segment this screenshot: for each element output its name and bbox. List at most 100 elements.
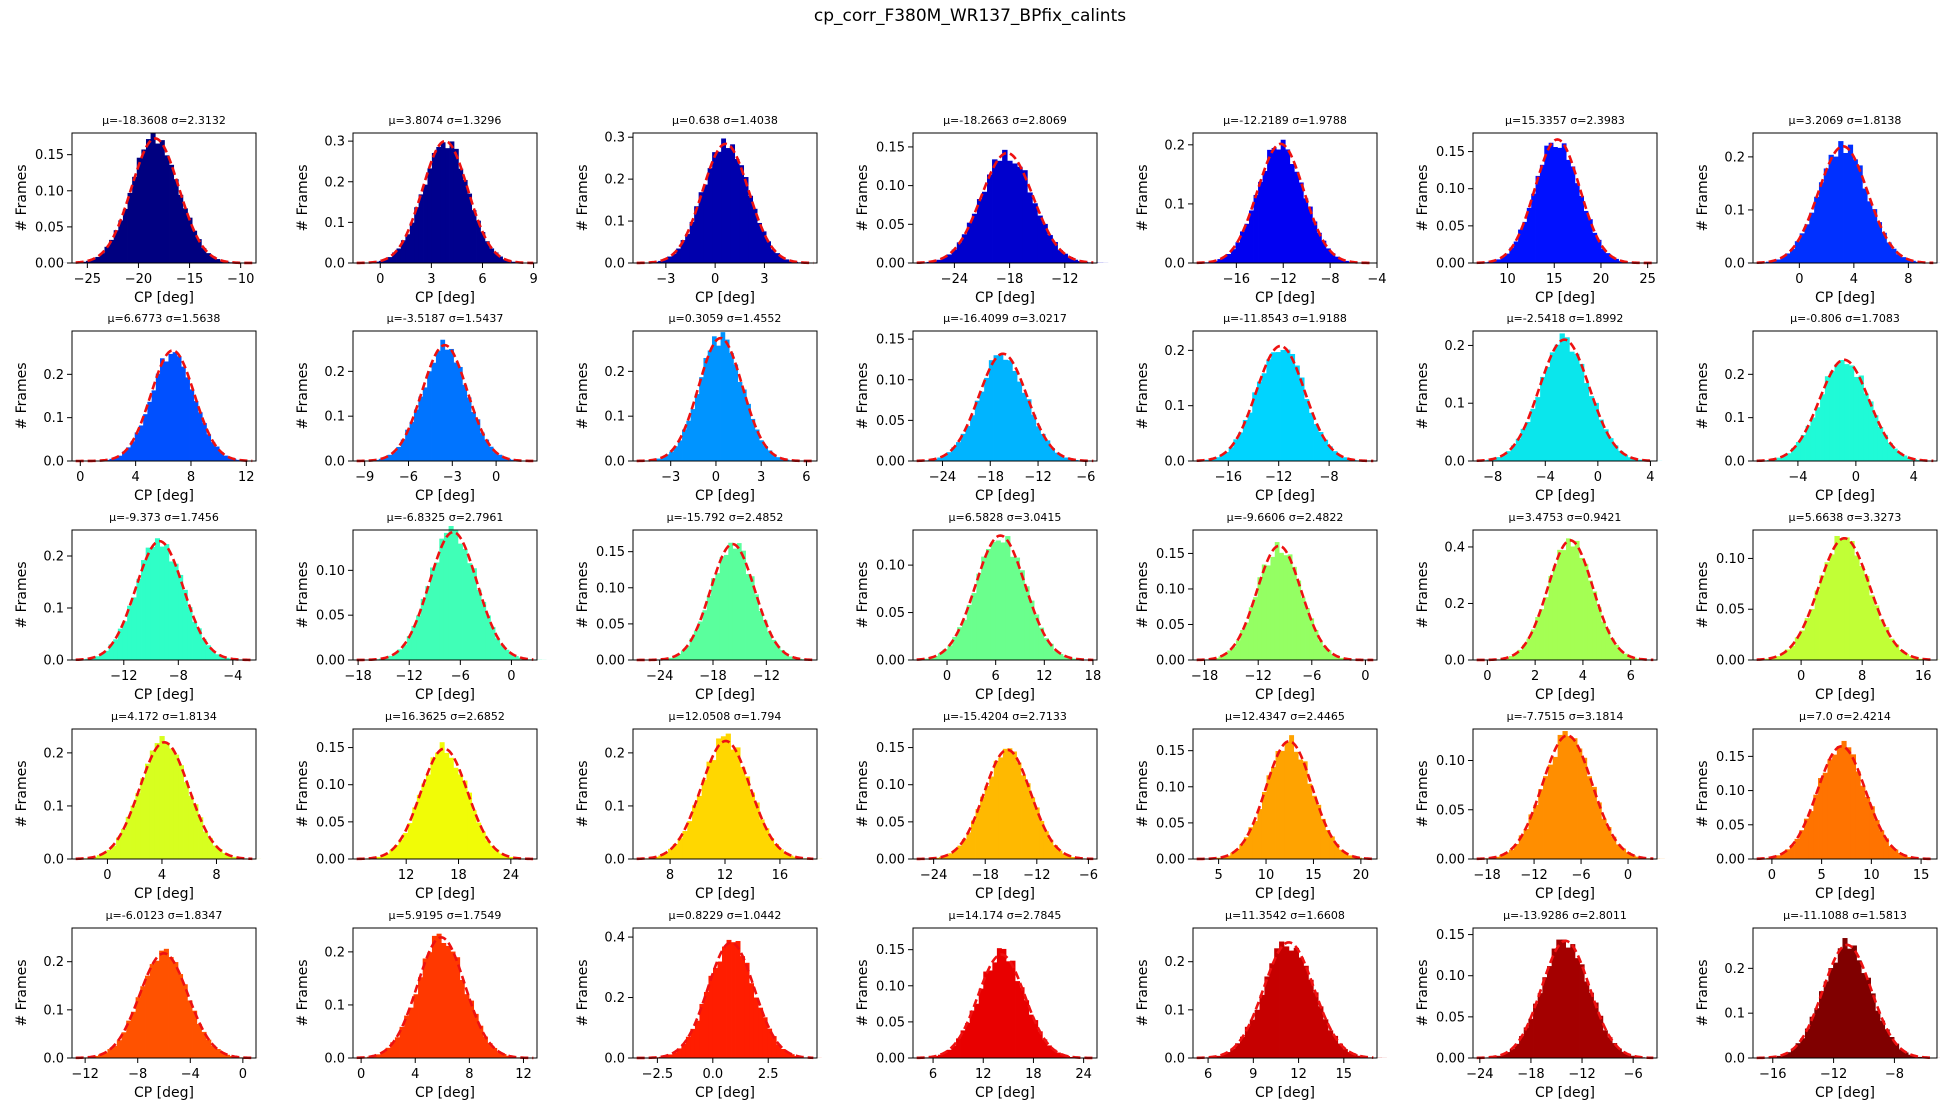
histogram-bar <box>1049 448 1055 461</box>
histogram-bar <box>771 1036 777 1058</box>
histogram-bar <box>1341 457 1347 461</box>
x-tick-label: 0 <box>103 868 111 883</box>
histogram-bar <box>435 350 441 461</box>
histogram-bar <box>1293 751 1299 859</box>
histogram-bar <box>177 974 184 1058</box>
histogram-bar <box>217 848 223 859</box>
histogram-bars <box>1198 735 1381 859</box>
histogram-bars <box>906 149 1109 263</box>
histogram-bar <box>1266 775 1272 859</box>
x-tick-label: 0 <box>711 272 719 287</box>
histogram-bar <box>744 776 751 859</box>
histogram-bar <box>1834 535 1840 660</box>
histogram-bar <box>1043 831 1049 859</box>
histogram-bar <box>1288 950 1295 1058</box>
histogram-bar <box>1506 451 1512 461</box>
histogram-bar <box>1855 771 1861 859</box>
histogram-bar <box>725 148 731 263</box>
x-tick-label: −20 <box>125 272 152 287</box>
x-tick-label: 2.5 <box>758 1067 779 1082</box>
histogram-bar <box>201 248 207 263</box>
histogram-bar <box>1776 1055 1782 1058</box>
histogram-bar <box>431 362 437 461</box>
histogram-bar <box>388 655 394 660</box>
histogram-bar <box>1033 1020 1039 1058</box>
y-tick-label: 0.0 <box>324 1052 345 1067</box>
gaussian-fit-line <box>636 941 814 1060</box>
histogram-bar <box>1829 554 1835 660</box>
histogram-bar <box>680 650 686 660</box>
histogram-bar <box>1800 434 1806 461</box>
histogram-bar <box>1601 818 1607 859</box>
histogram-bar <box>1794 637 1801 660</box>
x-tick-label: 25 <box>1639 272 1656 287</box>
histogram-bar <box>1853 376 1860 461</box>
histogram-bar <box>132 176 138 263</box>
x-axis-label: CP [deg] <box>695 1085 755 1101</box>
histogram-bar <box>981 556 987 660</box>
histogram-bar <box>183 782 189 859</box>
histogram-bar <box>484 241 490 263</box>
histogram-bar <box>215 259 221 263</box>
histogram-bar <box>513 655 519 660</box>
histogram-bar <box>1233 439 1239 461</box>
histogram-bar <box>389 849 395 859</box>
y-tick-label: 0.05 <box>1436 803 1465 818</box>
histogram-bar <box>164 544 170 660</box>
histogram-bar <box>689 638 695 660</box>
y-tick-label: 0.0 <box>324 257 345 272</box>
histogram-bar <box>99 653 105 660</box>
histogram-bar <box>694 206 700 263</box>
histogram-bar <box>1285 149 1291 263</box>
histogram-bar <box>497 454 503 461</box>
histogram-bar <box>448 526 454 660</box>
x-axis-label: CP [deg] <box>134 488 194 504</box>
histogram-bars <box>1186 349 1376 461</box>
histogram-bar <box>1546 966 1553 1058</box>
panel-title: μ=-18.2663 σ=2.8069 <box>943 114 1067 127</box>
y-tick-label: 0.1 <box>324 410 345 425</box>
histogram-bar <box>1616 1048 1622 1058</box>
histogram-bar <box>1556 939 1562 1058</box>
histogram-bar <box>1607 1037 1613 1058</box>
histogram-bar <box>1034 807 1040 859</box>
histogram-bar <box>1781 1054 1787 1058</box>
y-axis-label: # Frames <box>855 760 871 827</box>
histogram-bar <box>1775 259 1781 263</box>
x-tick-label: 12 <box>717 868 734 883</box>
x-tick-label: −6 <box>399 470 418 485</box>
histogram-bar <box>1833 156 1839 263</box>
histogram-bars <box>88 352 258 461</box>
histogram-bars <box>640 939 822 1058</box>
panel-title: μ=-18.3608 σ=2.3132 <box>102 114 226 127</box>
histogram-bar <box>1902 855 1908 859</box>
x-tick-label: 0 <box>357 1067 365 1082</box>
histogram-bar <box>1293 947 1300 1058</box>
histogram-bar <box>494 849 500 859</box>
histogram-bar <box>1048 839 1054 859</box>
histogram-bar <box>1588 396 1595 461</box>
y-tick-label: 0.15 <box>876 943 905 958</box>
histogram-bar <box>1861 973 1867 1058</box>
y-tick-label: 0.0 <box>1724 1052 1745 1067</box>
histogram-bar <box>1540 376 1546 461</box>
axes-frame <box>632 927 818 1059</box>
histogram-bar <box>1022 170 1028 263</box>
histogram-bar <box>1635 856 1641 859</box>
axes-frame <box>1752 728 1938 860</box>
x-tick-label: 4 <box>1850 272 1858 287</box>
histogram-bar <box>711 760 717 859</box>
histogram-bar <box>1795 441 1802 461</box>
histogram-bars <box>1191 941 1387 1058</box>
histogram-bar <box>1515 438 1522 461</box>
histogram-bar <box>1865 977 1871 1058</box>
histogram-bar <box>1509 1048 1515 1058</box>
histogram-bar <box>1528 1018 1534 1058</box>
histogram-bar <box>779 257 785 263</box>
histogram-bar <box>1304 399 1310 461</box>
histogram-bar <box>1785 849 1791 859</box>
histogram-bar <box>1283 946 1290 1058</box>
axes-frame <box>352 927 538 1059</box>
y-tick-label: 0.10 <box>876 778 905 793</box>
